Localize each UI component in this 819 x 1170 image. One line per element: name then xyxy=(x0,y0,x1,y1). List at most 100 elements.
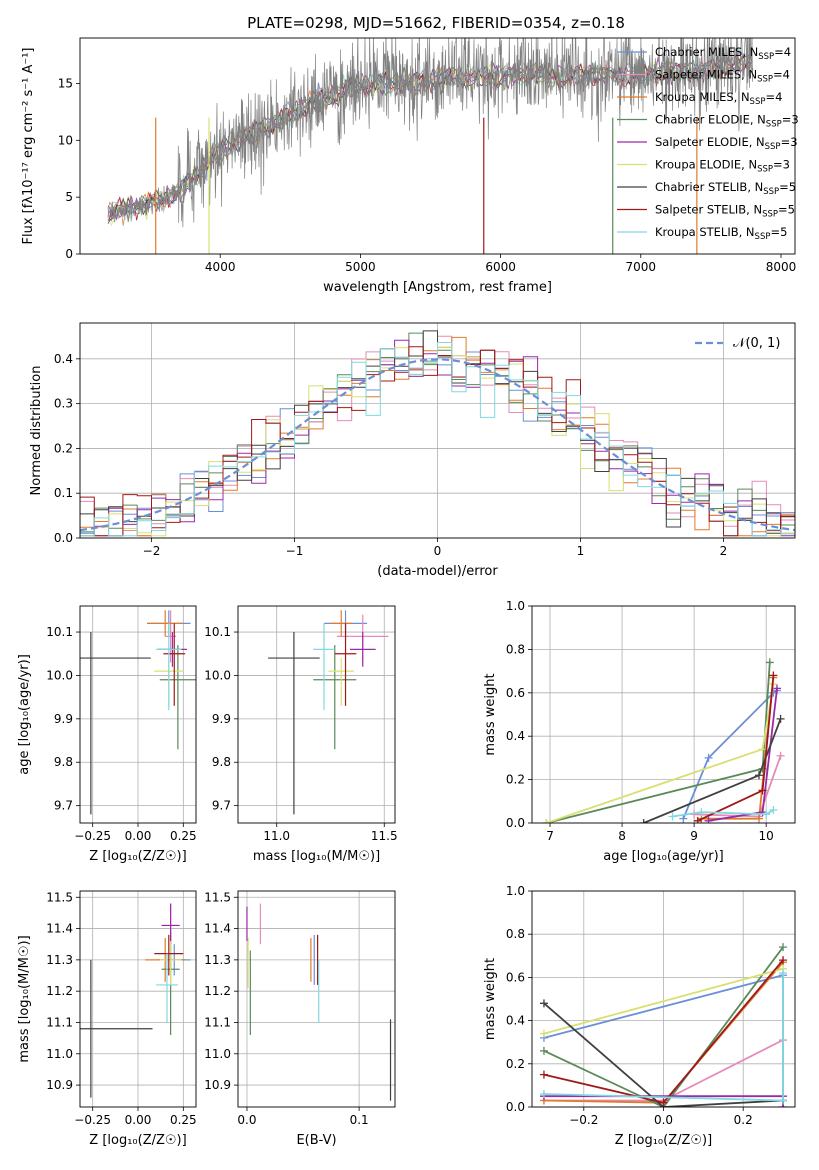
y-tick-label: 11.0 xyxy=(204,1047,231,1061)
y-tick-label: 10.1 xyxy=(46,625,73,639)
chart-spectrum: 4000 5000 6000 7000 8000 0 5 10 15 wavelength [An… xyxy=(21,37,799,295)
legend-label: Chabrier STELIB, NSSP=5 xyxy=(655,180,796,197)
x-tick-label: 0.2 xyxy=(734,1113,753,1127)
y-axis-label: mass weight xyxy=(483,673,498,755)
x-axis-label: Z [log₁₀(Z/Z☉)] xyxy=(89,1133,186,1148)
y-axis-label: mass [log₁₀(M/M☉)] xyxy=(17,935,32,1062)
x-tick-label: 0.0 xyxy=(237,1113,256,1127)
y-tick-label: 11.4 xyxy=(204,922,231,936)
weight-marker-7 xyxy=(539,1070,548,1079)
y-tick-label: 0.1 xyxy=(54,486,73,500)
plot-frame xyxy=(237,605,396,824)
plot-frame xyxy=(79,322,796,539)
weight-marker-8 xyxy=(539,1090,548,1099)
chart-mass-vs-z: −0.25 0.00 0.25 10.9 11.0 11.1 11.2 11.3 11.4 11.… xyxy=(17,890,197,1148)
legend-label: 𝒩(0, 1) xyxy=(733,336,780,351)
x-tick-label: 9 xyxy=(690,829,698,843)
legend-label: Chabrier ELODIE, NSSP=3 xyxy=(655,113,799,130)
weight-marker-4 xyxy=(772,684,781,693)
x-tick-label: 11.0 xyxy=(263,829,290,843)
histogram-8 xyxy=(80,342,795,537)
chart-residuals: −2 −1 0 1 2 0.0 0.1 0.2 0.3 0.4 (data-model)/error… xyxy=(29,322,796,579)
weight-marker-6 xyxy=(539,999,548,1008)
x-axis-label: Z [log₁₀(Z/Z☉)] xyxy=(89,849,186,864)
chart-weight-vs-age: 7 8 9 10 0.0 0.2 0.4 0.6 0.8 1.0 age [log₁₀(age/yr… xyxy=(483,599,796,864)
weight-marker-8 xyxy=(779,1096,788,1105)
x-tick-label: 11.5 xyxy=(371,829,398,843)
x-tick-label: 0.0 xyxy=(654,1113,673,1127)
y-tick-label: 11.2 xyxy=(204,984,231,998)
x-tick-label: 10 xyxy=(759,829,774,843)
y-tick-label: 10.0 xyxy=(46,668,73,682)
legend-label: Chabrier MILES, NSSP=4 xyxy=(655,45,791,62)
y-axis-label: Flux [fλ10⁻¹⁷ erg cm⁻² s⁻¹ A⁻¹] xyxy=(21,48,36,245)
x-tick-label: 1 xyxy=(577,544,585,558)
x-tick-label: −0.2 xyxy=(569,1113,598,1127)
plot-area xyxy=(107,38,754,254)
weight-line-3 xyxy=(546,662,771,823)
plot-frame xyxy=(79,605,197,824)
y-tick-label: 11.2 xyxy=(46,984,73,998)
y-tick-label: 11.0 xyxy=(46,1047,73,1061)
y-tick-label: 11.4 xyxy=(46,922,73,936)
y-tick-label: 0.0 xyxy=(54,531,73,545)
y-tick-label: 0.8 xyxy=(506,642,525,656)
y-axis-label: age [log₁₀(age/yr)] xyxy=(17,654,32,775)
x-axis-label: Z [log₁₀(Z/Z☉)] xyxy=(615,1133,712,1148)
chart-age-vs-z: −0.25 0.00 0.25 9.7 9.8 9.9 10.0 10.1 Z [log₁₀(Z… xyxy=(17,605,197,864)
y-tick-label: 10.0 xyxy=(204,668,231,682)
x-tick-label: −0.25 xyxy=(74,1113,111,1127)
x-axis-label: (data-model)/error xyxy=(377,564,498,579)
x-tick-label: 8 xyxy=(618,829,626,843)
y-tick-label: 0.2 xyxy=(506,1057,525,1071)
y-axis-label: Normed distribution xyxy=(29,366,44,496)
y-tick-label: 0.2 xyxy=(54,441,73,455)
y-tick-label: 0.4 xyxy=(54,352,73,366)
weight-marker-6 xyxy=(639,819,648,823)
y-tick-label: 15 xyxy=(58,76,73,90)
x-tick-label: 4000 xyxy=(205,260,236,274)
y-tick-label: 10.9 xyxy=(204,1078,231,1092)
plot-area xyxy=(539,943,788,1107)
y-tick-label: 11.5 xyxy=(46,890,73,904)
x-tick-label: 5000 xyxy=(345,260,376,274)
weight-line-0 xyxy=(682,689,778,820)
chart-mass-vs-ebv: 0.0 0.1 10.9 11.0 11.1 11.2 11.3 11.4 11.5 E(B-V) xyxy=(204,890,396,1148)
y-tick-label: 11.1 xyxy=(204,1015,231,1029)
weight-marker-2 xyxy=(754,814,763,823)
plot-frame xyxy=(79,37,796,255)
x-axis-label: mass [log₁₀(M/M☉)] xyxy=(253,849,380,864)
y-tick-label: 0.0 xyxy=(506,816,525,830)
weight-marker-5 xyxy=(542,819,551,823)
legend-label: Kroupa STELIB, NSSP=5 xyxy=(655,225,787,242)
y-tick-label: 10 xyxy=(58,133,73,147)
plot-area xyxy=(542,658,785,823)
y-tick-label: 9.7 xyxy=(54,799,73,813)
x-tick-label: 8000 xyxy=(766,260,797,274)
y-tick-label: 9.8 xyxy=(54,755,73,769)
y-tick-label: 9.9 xyxy=(54,712,73,726)
normal-curve xyxy=(80,358,795,532)
weight-marker-6 xyxy=(776,714,785,723)
y-tick-label: 0 xyxy=(65,247,73,261)
y-tick-label: 11.1 xyxy=(46,1015,73,1029)
y-tick-label: 9.7 xyxy=(212,799,231,813)
x-tick-label: 0 xyxy=(434,544,442,558)
x-tick-label: 6000 xyxy=(485,260,516,274)
plot-frame xyxy=(531,890,796,1108)
weight-marker-8 xyxy=(762,810,771,819)
y-tick-label: 0.3 xyxy=(54,397,73,411)
weight-line-3 xyxy=(543,946,784,1107)
y-axis-label: mass weight xyxy=(483,958,498,1040)
x-tick-label: 0.25 xyxy=(170,829,197,843)
y-tick-label: 10.1 xyxy=(204,625,231,639)
weight-marker-7 xyxy=(769,671,778,680)
plot-area xyxy=(246,903,392,1101)
x-axis-label: age [log₁₀(age/yr)] xyxy=(603,849,724,864)
x-tick-label: 0.00 xyxy=(125,1113,152,1127)
chart-weight-vs-z: −0.2 0.0 0.2 0.0 0.2 0.4 0.6 0.8 1.0 Z [log₁₀(Z/Z… xyxy=(483,884,796,1148)
weight-marker-3 xyxy=(539,1046,548,1055)
x-tick-label: 0.25 xyxy=(170,1113,197,1127)
legend-label: Salpeter STELIB, NSSP=5 xyxy=(655,203,795,220)
